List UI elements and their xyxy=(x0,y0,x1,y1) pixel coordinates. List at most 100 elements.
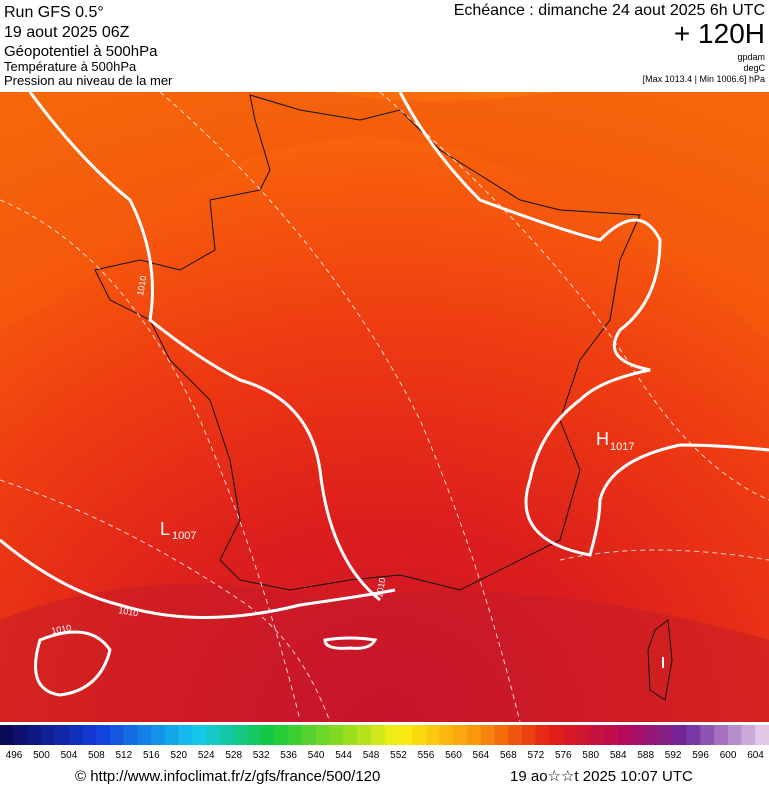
scale-swatch xyxy=(302,725,317,745)
isobars xyxy=(0,91,769,697)
scale-swatch xyxy=(233,725,248,745)
scale-swatch xyxy=(219,725,234,745)
scale-swatch xyxy=(563,725,578,745)
scale-swatch xyxy=(590,725,605,745)
high-value: 1017 xyxy=(610,441,634,453)
scale-swatch xyxy=(439,725,454,745)
scale-label: 504 xyxy=(61,750,78,761)
scale-swatch xyxy=(714,725,729,745)
isobar-label: 1010 xyxy=(135,275,148,296)
scale-swatch xyxy=(274,725,289,745)
scale-label: 524 xyxy=(198,750,215,761)
scale-swatch xyxy=(13,725,28,745)
header: Run GFS 0.5° 19 aout 2025 06Z Géopotenti… xyxy=(4,2,766,88)
scale-swatch xyxy=(384,725,399,745)
timestamp: 19 ao☆☆t 2025 10:07 UTC xyxy=(510,768,693,785)
scale-swatch xyxy=(494,725,509,745)
scale-swatch xyxy=(631,725,646,745)
field: Température à 500hPa xyxy=(4,59,137,74)
high-letter: H xyxy=(596,429,609,449)
scale-swatch xyxy=(178,725,193,745)
run-date: 19 aout 2025 06Z xyxy=(4,24,130,41)
source: © http://www.infoclimat.fr/z/gfs/france/… xyxy=(75,768,380,785)
scale-swatch xyxy=(645,725,660,745)
scale-label: 544 xyxy=(335,750,352,761)
scale-swatch xyxy=(260,725,276,745)
scale-label: 496 xyxy=(6,750,23,761)
scale-swatch xyxy=(315,725,331,745)
scale-swatch xyxy=(82,725,97,745)
scale-swatch xyxy=(659,725,674,745)
scale-swatch xyxy=(54,725,70,745)
scale-swatch xyxy=(329,725,344,745)
scale-swatch xyxy=(741,725,756,745)
scale-swatch xyxy=(521,725,537,745)
scale-swatch xyxy=(343,725,358,745)
scale-swatch xyxy=(27,725,42,745)
scale-label: 604 xyxy=(747,750,764,761)
field: Géopotentiel à 500hPa xyxy=(4,43,158,60)
scale-label: 572 xyxy=(527,750,544,761)
scale-swatch xyxy=(425,725,440,745)
scale-swatch xyxy=(123,725,138,745)
temperature-isolines xyxy=(0,91,769,723)
scale-swatch xyxy=(109,725,125,745)
corsica xyxy=(647,619,673,701)
scale-label: 536 xyxy=(280,750,297,761)
scale-swatch xyxy=(700,725,715,745)
scale-swatch xyxy=(617,725,633,745)
scale-label: 532 xyxy=(253,750,270,761)
scale-label: 520 xyxy=(170,750,187,761)
field-band xyxy=(0,92,769,340)
scale-swatch xyxy=(370,725,385,745)
isobar-label: 1010 xyxy=(118,605,139,618)
scale-swatch xyxy=(604,725,619,745)
scale-label: 512 xyxy=(116,750,133,761)
scale-label: 548 xyxy=(363,750,380,761)
scale-label: 588 xyxy=(637,750,654,761)
scale-label: 528 xyxy=(225,750,242,761)
scale-swatch xyxy=(535,725,550,745)
color-scale: 496 500 504 508 512 516 520 524 528 532 536 540 544 5… xyxy=(0,725,769,761)
scale-label: 508 xyxy=(88,750,105,761)
scale-swatch xyxy=(357,725,372,745)
scale-swatch xyxy=(686,725,701,745)
scale-label: 516 xyxy=(143,750,160,761)
low-value: 1007 xyxy=(172,530,196,542)
scale-swatch xyxy=(288,725,303,745)
scale-label: 568 xyxy=(500,750,517,761)
low-letter: L xyxy=(160,519,170,539)
scale-swatch xyxy=(68,725,83,745)
unit: degC xyxy=(743,63,765,73)
scale-swatch xyxy=(411,725,427,745)
scale-label: 596 xyxy=(692,750,709,761)
forecast: Echéance : dimanche 24 aout 2025 6h UTC xyxy=(454,2,765,19)
pressure-range: [Max 1013.4 | Min 1006.6] hPa xyxy=(643,74,765,84)
scale-label: 600 xyxy=(720,750,737,761)
scale-swatch xyxy=(151,725,166,745)
isobar-label: 1010 xyxy=(51,623,72,636)
scale-label: 580 xyxy=(582,750,599,761)
scale-swatch xyxy=(192,725,207,745)
scale-swatch xyxy=(755,725,769,745)
scale-swatch xyxy=(549,725,564,745)
scale-label: 592 xyxy=(665,750,682,761)
scale-label: 500 xyxy=(33,750,50,761)
scale-swatch xyxy=(466,725,482,745)
scale-swatch xyxy=(508,725,523,745)
scale-swatch xyxy=(247,725,262,745)
scale-label: 576 xyxy=(555,750,572,761)
scale-swatch xyxy=(164,725,180,745)
scale-swatch xyxy=(0,725,15,745)
scale-label: 584 xyxy=(610,750,627,761)
lead-time: + 120H xyxy=(674,18,765,49)
scale-swatch xyxy=(453,725,468,745)
scale-label: 552 xyxy=(390,750,407,761)
scale-swatch xyxy=(480,725,495,745)
scale-label: 540 xyxy=(308,750,325,761)
unit: gpdam xyxy=(737,52,765,62)
scale-swatch xyxy=(205,725,221,745)
scale-swatch xyxy=(672,725,688,745)
scale-swatch xyxy=(96,725,111,745)
